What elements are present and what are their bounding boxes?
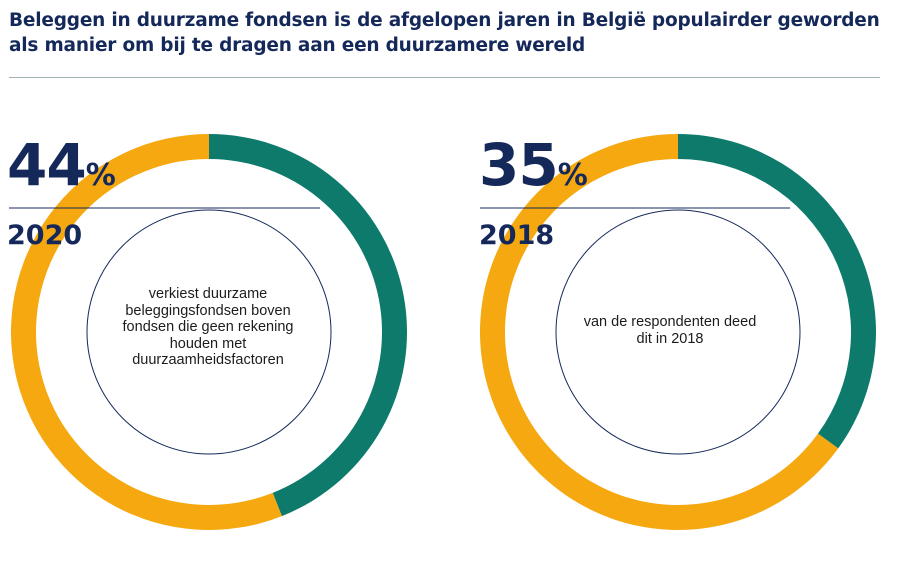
page-title: Beleggen in duurzame fondsen is de afgel… xyxy=(9,10,880,56)
year-2018: 2018 xyxy=(479,220,555,251)
donut-segment-2020-share xyxy=(209,134,408,517)
title-divider xyxy=(9,77,880,78)
percentage-2020: 44% xyxy=(7,133,116,208)
percentage-2018-value: 35 xyxy=(479,131,559,199)
percentage-2018: 35% xyxy=(479,133,588,208)
donut-segment-2018-share xyxy=(678,134,876,449)
caption-2020: verkiest duurzame beleggingsfondsen bove… xyxy=(122,286,294,368)
donut-inner-guide-2020 xyxy=(86,209,332,455)
caption-2018: van de respondenten deed dit in 2018 xyxy=(583,314,757,347)
percentage-2020-value: 44 xyxy=(7,131,87,199)
percent-sign: % xyxy=(557,158,588,193)
percent-sign: % xyxy=(85,158,116,193)
year-2020: 2020 xyxy=(7,220,83,251)
donut-inner-guide-2018 xyxy=(555,209,801,455)
